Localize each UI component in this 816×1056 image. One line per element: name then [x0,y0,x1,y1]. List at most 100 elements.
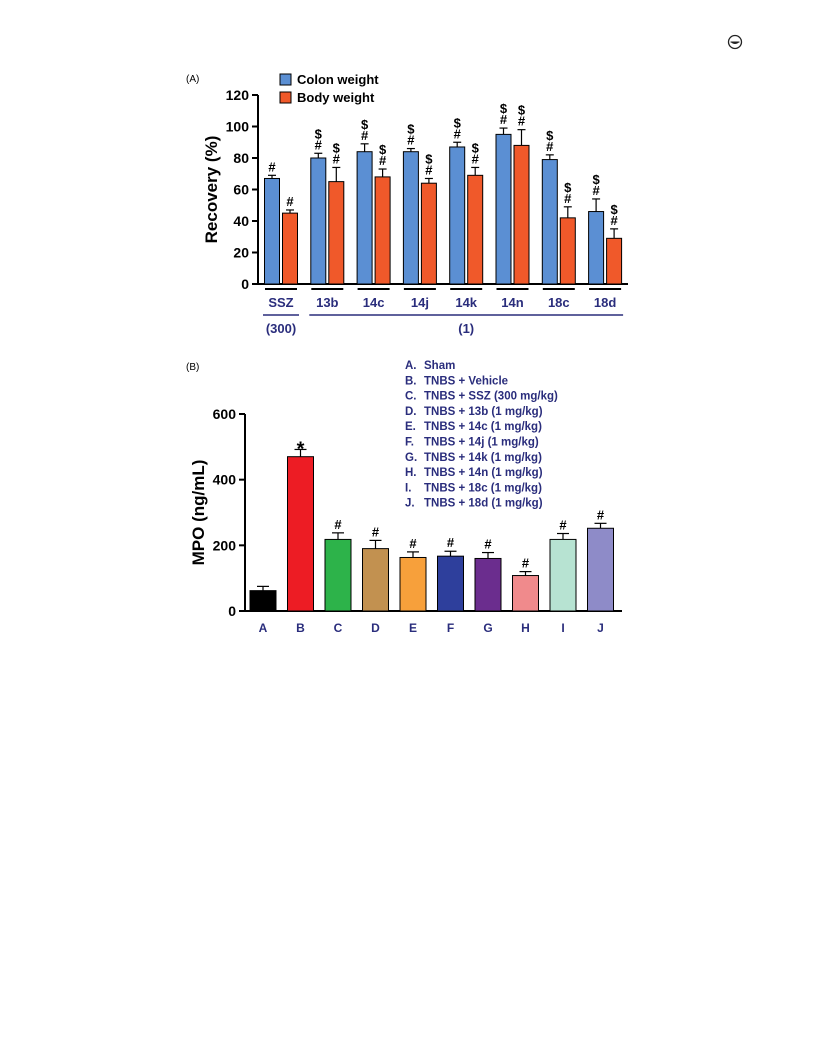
significance-mark: # [484,537,492,552]
legend-swatch [279,73,292,86]
legend-label: Body weight [297,90,375,105]
significance-mark: $ [454,115,462,130]
x-tick-label: 18c [548,295,570,310]
x-tick-label: 14k [455,295,477,310]
significance-mark: $ [333,140,341,155]
y-tick-label: 120 [226,87,250,103]
significance-mark: $ [425,151,433,166]
legend-label: Sham [424,360,455,372]
bar [399,556,427,612]
legend-key: B. [405,375,417,387]
x-tick-label: 14c [363,295,385,310]
significance-mark: # [546,139,554,154]
significance-mark: # [379,153,387,168]
y-tick-label: 20 [233,245,249,261]
legend-key: D. [405,406,417,418]
legend-label: TNBS + SSZ (300 mg/kg) [424,391,558,403]
significance-mark: $ [379,142,387,157]
legend-key: G. [405,452,417,464]
x-tick-label: I [561,621,564,635]
legend-key: I. [405,482,411,494]
bar [474,557,502,612]
legend-key: C. [405,391,417,403]
significance-mark: # [454,126,462,141]
legend-label: TNBS + Vehicle [424,375,508,387]
legend-label: TNBS + 14c (1 mg/kg) [424,421,542,433]
y-axis-label: Recovery (%) [202,136,221,244]
legend-key: H. [405,467,417,479]
y-tick-label: 80 [233,150,249,166]
open-access-icon [727,34,743,50]
x-tick-label: 14n [501,295,523,310]
x-tick-label: F [447,621,454,635]
panel-label: (A) [186,74,199,85]
recovery-chart: (A) 0 20 40 60 80 100 120 Recovery (%) Colon weig… [186,72,628,336]
significance-mark: # [286,194,294,209]
bar [512,575,539,612]
x-tick-label: 18d [594,295,616,310]
significance-mark: # [610,213,618,228]
significance-mark: # [564,191,572,206]
y-tick-label: 0 [241,276,249,292]
bar [287,456,314,612]
significance-mark: # [500,112,508,127]
panel-label: (B) [186,362,199,373]
significance-mark: # [472,151,480,166]
significance-mark: # [268,159,276,174]
x-tick-label: C [334,621,343,635]
significance-mark: $ [407,122,415,137]
legend-key: A. [405,360,417,372]
x-tick-label: A [259,621,268,635]
group-label: (300) [266,321,296,336]
significance-mark: # [425,162,433,177]
significance-mark: $ [592,172,600,187]
significance-mark: $ [361,117,369,132]
bar [324,538,352,612]
x-tick-label: 13b [316,295,338,310]
significance-mark: # [361,128,369,143]
significance-mark: $ [518,103,526,118]
significance-mark: # [559,518,567,533]
legend-label: Colon weight [297,72,379,87]
significance-mark: * [297,438,305,460]
significance-mark: # [333,151,341,166]
y-tick-label: 60 [233,182,249,198]
x-tick-label: G [483,621,492,635]
legend-label: TNBS + 13b (1 mg/kg) [424,406,543,418]
x-tick-label: SSZ [268,295,293,310]
bar [249,590,277,612]
x-tick-label: J [597,621,604,635]
legend-key: E. [405,421,416,433]
bar [437,555,464,612]
y-tick-label: 40 [233,213,249,229]
significance-mark: $ [472,140,480,155]
bar [587,527,614,612]
legend-label: TNBS + 14k (1 mg/kg) [424,452,542,464]
significance-mark: $ [564,180,572,195]
x-tick-label: E [409,621,417,635]
mpo-chart: (B) 0 200 400 600 MPO (ng/mL) A. Sham B. TNBS + V… [186,360,622,635]
y-tick-label: 0 [228,603,236,619]
y-tick-label: 100 [226,119,250,135]
x-tick-label: B [296,621,305,635]
bar [362,548,389,612]
group-label: (1) [458,321,474,336]
significance-mark: # [407,133,415,148]
y-tick-label: 400 [213,472,237,488]
significance-mark: # [447,535,455,550]
significance-mark: # [592,183,600,198]
y-tick-label: 600 [213,406,237,422]
significance-mark: # [597,507,605,522]
significance-mark: $ [610,202,618,217]
legend-label: TNBS + 18d (1 mg/kg) [424,498,543,510]
x-tick-label: H [521,621,530,635]
x-tick-label: D [371,621,380,635]
legend-label: TNBS + 18c (1 mg/kg) [424,482,542,494]
significance-mark: # [522,556,530,571]
x-tick-label: 14j [411,295,429,310]
significance-mark: $ [500,101,508,116]
legend-key: J. [405,498,415,510]
significance-mark: # [334,517,342,532]
legend-label: TNBS + 14n (1 mg/kg) [424,467,543,479]
legend-label: TNBS + 14j (1 mg/kg) [424,437,539,449]
